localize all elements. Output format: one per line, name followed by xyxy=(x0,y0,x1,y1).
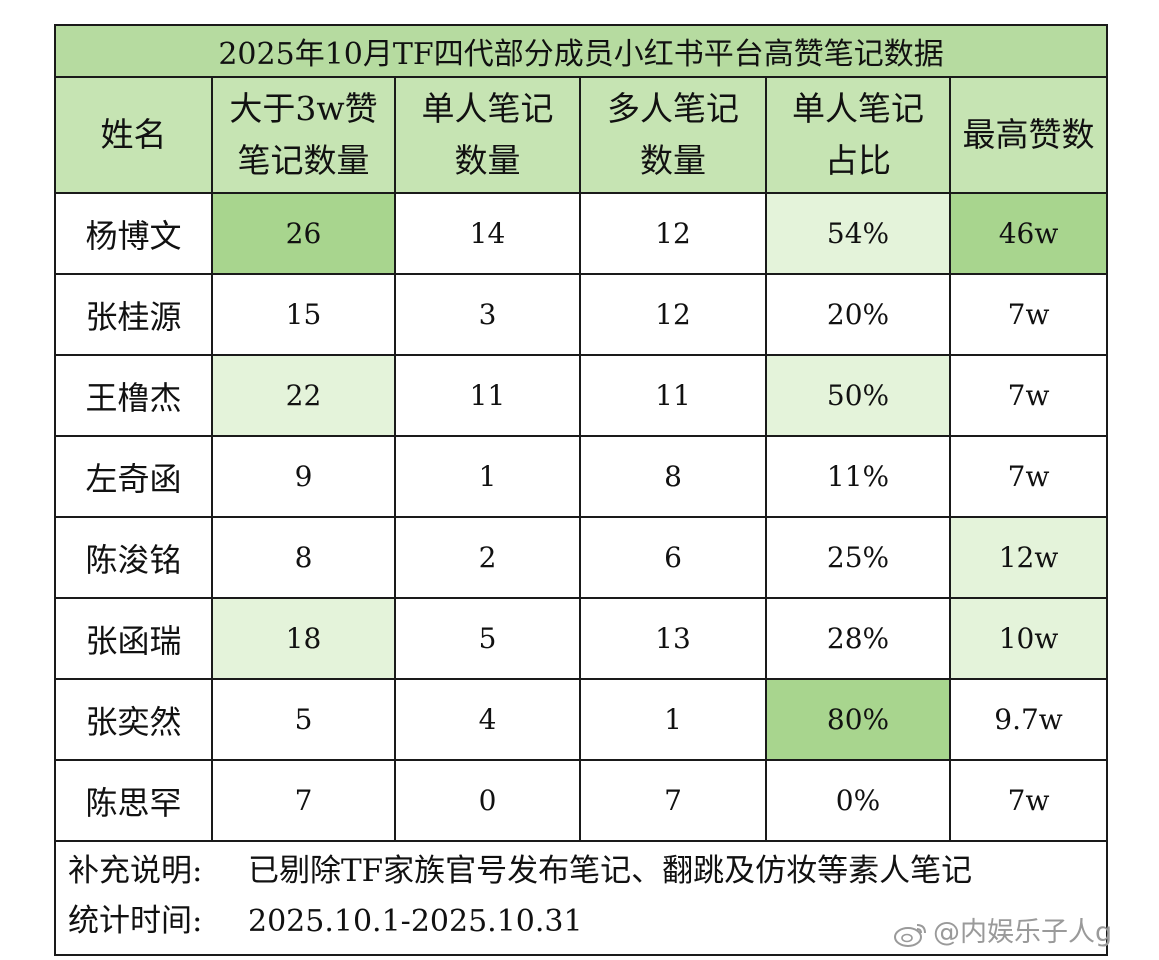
data-table-container: 2025年10月TF四代部分成员小红书平台高赞笔记数据 姓名 大于3w赞 笔记数量… xyxy=(53,24,1109,956)
cell-max: 46w xyxy=(948,192,1109,275)
cell-ratio: 25% xyxy=(765,516,951,599)
cell-ratio: 54% xyxy=(765,192,951,275)
cell-max: 7w xyxy=(948,435,1109,518)
cell-name: 张奕然 xyxy=(54,678,213,761)
cell-solo: 11 xyxy=(394,354,581,437)
cell-over3w: 15 xyxy=(211,273,396,356)
cell-solo: 4 xyxy=(394,678,581,761)
header-over3w: 大于3w赞 笔记数量 xyxy=(211,76,396,194)
cell-multi: 12 xyxy=(579,273,767,356)
time-note: 统计时间: 2025.10.1-2025.10.31 xyxy=(68,896,1106,947)
weibo-icon xyxy=(893,921,929,947)
supplement-label: 补充说明: xyxy=(68,853,203,889)
cell-max: 10w xyxy=(948,597,1109,680)
cell-multi: 12 xyxy=(579,192,767,275)
cell-multi: 13 xyxy=(579,597,767,680)
cell-ratio: 20% xyxy=(765,273,951,356)
cell-over3w: 8 xyxy=(211,516,396,599)
cell-max: 9.7w xyxy=(948,678,1109,761)
cell-over3w: 18 xyxy=(211,597,396,680)
cell-ratio: 11% xyxy=(765,435,951,518)
cell-solo: 0 xyxy=(394,759,581,842)
cell-over3w: 26 xyxy=(211,192,396,275)
cell-name: 陈思罕 xyxy=(54,759,213,842)
supplement-note: 补充说明: 已剔除TF家族官号发布笔记、翻跳及仿妆等素人笔记 xyxy=(68,846,1106,896)
header-row: 姓名 大于3w赞 笔记数量 单人笔记 数量 多人笔记 数量 单人笔记 占比 最高赞数 xyxy=(54,76,1109,194)
cell-solo: 1 xyxy=(394,435,581,518)
cell-name: 王橹杰 xyxy=(54,354,213,437)
cell-solo: 14 xyxy=(394,192,581,275)
cell-ratio: 28% xyxy=(765,597,951,680)
cell-over3w: 5 xyxy=(211,678,396,761)
time-label: 统计时间: xyxy=(68,903,203,939)
cell-multi: 7 xyxy=(579,759,767,842)
header-solo: 单人笔记 数量 xyxy=(394,76,581,194)
watermark: @内娱乐子人g xyxy=(893,910,1112,949)
cell-name: 陈浚铭 xyxy=(54,516,213,599)
table-row: 王橹杰 22 11 11 50% 7w xyxy=(54,354,1109,437)
table-row: 张函瑞 18 5 13 28% 10w xyxy=(54,597,1109,680)
data-table: 2025年10月TF四代部分成员小红书平台高赞笔记数据 姓名 大于3w赞 笔记数量… xyxy=(53,24,1109,956)
table-row: 左奇函 9 1 8 11% 7w xyxy=(54,435,1109,518)
header-name: 姓名 xyxy=(54,76,213,194)
cell-solo: 3 xyxy=(394,273,581,356)
cell-name: 杨博文 xyxy=(54,192,213,275)
table-row: 张桂源 15 3 12 20% 7w xyxy=(54,273,1109,356)
table-title: 2025年10月TF四代部分成员小红书平台高赞笔记数据 xyxy=(53,24,1109,78)
watermark-text: @内娱乐子人g xyxy=(933,917,1113,948)
table-row: 陈浚铭 8 2 6 25% 12w xyxy=(54,516,1109,599)
cell-name: 张桂源 xyxy=(54,273,213,356)
header-max: 最高赞数 xyxy=(948,76,1109,194)
cell-multi: 1 xyxy=(579,678,767,761)
header-multi: 多人笔记 数量 xyxy=(579,76,767,194)
cell-name: 张函瑞 xyxy=(54,597,213,680)
header-ratio: 单人笔记 占比 xyxy=(765,76,951,194)
cell-ratio: 80% xyxy=(765,678,951,761)
supplement-text: 已剔除TF家族官号发布笔记、翻跳及仿妆等素人笔记 xyxy=(248,853,973,889)
cell-over3w: 9 xyxy=(211,435,396,518)
cell-solo: 5 xyxy=(394,597,581,680)
cell-max: 7w xyxy=(948,759,1109,842)
cell-over3w: 22 xyxy=(211,354,396,437)
cell-over3w: 7 xyxy=(211,759,396,842)
cell-max: 7w xyxy=(948,354,1109,437)
time-text: 2025.10.1-2025.10.31 xyxy=(248,904,583,939)
table-row: 张奕然 5 4 1 80% 9.7w xyxy=(54,678,1109,761)
cell-name: 左奇函 xyxy=(54,435,213,518)
cell-multi: 11 xyxy=(579,354,767,437)
cell-multi: 6 xyxy=(579,516,767,599)
cell-ratio: 0% xyxy=(765,759,951,842)
cell-max: 12w xyxy=(948,516,1109,599)
cell-max: 7w xyxy=(948,273,1109,356)
notes-cell: 补充说明: 已剔除TF家族官号发布笔记、翻跳及仿妆等素人笔记 统计时间: 2025.… xyxy=(53,840,1109,956)
table-row: 陈思罕 7 0 7 0% 7w xyxy=(54,759,1109,842)
cell-solo: 2 xyxy=(394,516,581,599)
table-row: 杨博文 26 14 12 54% 46w xyxy=(54,192,1109,275)
cell-multi: 8 xyxy=(579,435,767,518)
cell-ratio: 50% xyxy=(765,354,951,437)
